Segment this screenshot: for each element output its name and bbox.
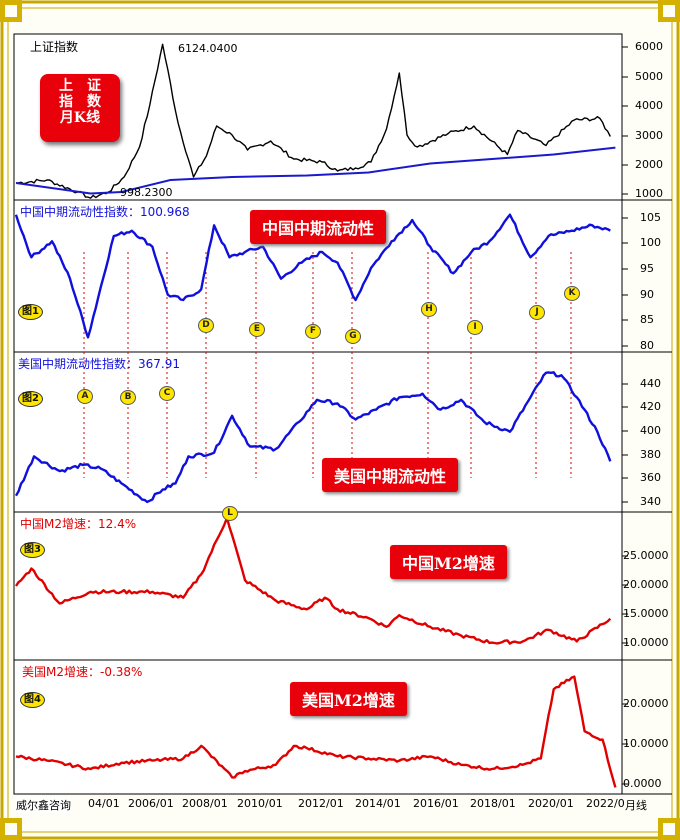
p0-ytick: 1000 [635,187,663,200]
fig-tag-3: 图3 [20,542,45,558]
ornament-hole-tr [663,5,675,17]
p1-ytick: 90 [640,288,654,301]
tag-us-m2: 美国M2增速 [290,682,407,716]
p2-ytick: 440 [640,377,661,390]
panel4-label: 美国M2增速：-0.38% [22,665,143,679]
p0-ytick: 3000 [635,129,663,142]
ornament-hole-tl [5,5,17,17]
panel2-label: 美国中期流动性指数：367.91 [18,357,180,371]
index-moving-average [15,146,616,195]
china-m2-line [15,516,612,645]
x-tick: 2006/01 [128,797,174,810]
p1-ytick: 100 [640,236,661,249]
tag-china-m2: 中国M2增速 [390,545,507,579]
p1-ytick: 80 [640,339,654,352]
x-tick: 2014/01 [355,797,401,810]
p1-ytick: 105 [640,211,661,224]
p3-ytick: 25.0000 [623,549,669,562]
fig-tag-4: 图4 [20,692,45,708]
p1-ytick: 85 [640,313,654,326]
marker-D: D [198,318,214,333]
marker-I: I [467,320,483,335]
china-liquidity-line [14,213,611,339]
p4-ytick: 10.0000 [623,737,669,750]
marker-E: E [249,322,265,337]
inner-frame [7,7,673,833]
ornament-hole-br [663,823,675,835]
ornament-hole-bl [5,823,17,835]
x-tick: 2016/01 [413,797,459,810]
title-line-3: 月K线 [59,110,101,126]
p2-ytick: 360 [640,471,661,484]
p2-ytick: 400 [640,424,661,437]
plot-box [13,33,623,795]
trough-annotation: 998.2300 [120,186,173,199]
peak-annotation: 6124.0400 [178,42,238,55]
p0-ytick: 2000 [635,158,663,171]
x-tick: 2012/01 [298,797,344,810]
marker-B: B [120,390,136,405]
us-m2-line [15,675,617,788]
title-line-2: 指 数 [59,94,101,110]
x-tick: 2018/01 [470,797,516,810]
title-line-1: 上 证 [59,78,101,94]
p0-ytick: 5000 [635,70,663,83]
p0-ytick: 6000 [635,40,663,53]
p2-ytick: 380 [640,448,661,461]
x-tick: 04/01 [88,797,120,810]
us-liquidity-line [14,371,612,504]
x-tick: 2008/01 [182,797,228,810]
title-box: 上 证 指 数 月K线 [40,74,120,142]
panel0-label: 上证指数 [30,40,79,54]
marker-H: H [421,302,437,317]
panel1-label: 中国中期流动性指数：100.968 [20,205,190,219]
marker-L: L [222,506,238,521]
p3-ytick: 10.0000 [623,636,669,649]
p2-ytick: 420 [640,400,661,413]
fig-tag-1: 图1 [18,304,43,320]
p4-ytick: 20.0000 [623,697,669,710]
p4-ytick: 0.0000 [623,777,662,790]
series-layer [14,43,617,788]
x-tick: 2020/01 [528,797,574,810]
p3-ytick: 15.0000 [623,607,669,620]
marker-A: A [77,389,93,404]
corner-ornament-holes [5,5,675,835]
shanghai-index-line [15,43,611,199]
tag-china-liquidity: 中国中期流动性 [250,210,387,244]
marker-C: C [159,386,175,401]
tag-us-liquidity: 美国中期流动性 [322,458,459,492]
panel3-label: 中国M2增速：12.4% [20,517,137,531]
p1-ytick: 95 [640,262,654,275]
x-tick: 2010/01 [237,797,283,810]
source-label: 威尔鑫咨询 [16,797,71,813]
tick-marks [622,46,628,785]
p3-ytick: 20.0000 [623,578,669,591]
p2-ytick: 340 [640,495,661,508]
marker-F: F [305,324,321,339]
fig-tag-2: 图2 [18,391,43,407]
x-tick: 2022/0 [586,797,625,810]
marker-G: G [345,329,361,344]
marker-K: K [564,286,580,301]
x-axis-unit: 月线 [625,799,647,812]
marker-J: J [529,305,545,320]
p0-ytick: 4000 [635,99,663,112]
